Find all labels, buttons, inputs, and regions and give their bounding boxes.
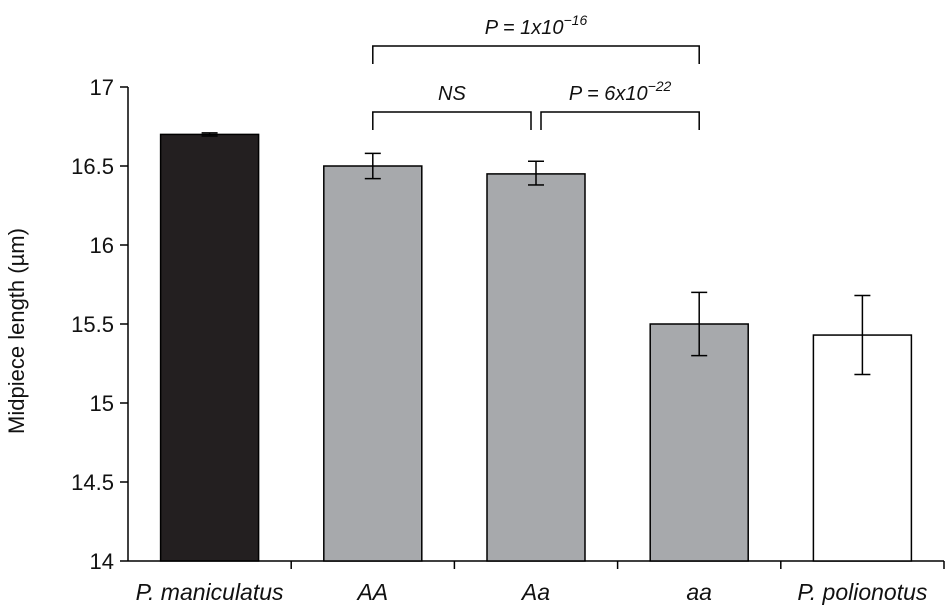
significance-annotations: NS P = 6x10−22 P = 1x10−16 [372, 12, 700, 130]
y-tick-label: 16 [90, 233, 114, 258]
bars [159, 133, 913, 562]
bracket-label: P = 1x10−16 [485, 12, 588, 39]
axes: 14 14.5 15 15.5 16 16.5 17 P. maniculatus AA Aa aa… [71, 75, 945, 605]
bar [486, 173, 586, 562]
y-tick-label: 15.5 [71, 312, 114, 337]
bar [649, 323, 749, 562]
y-tick-label: 14 [90, 549, 114, 574]
bracket-line [372, 45, 700, 64]
error-bar [528, 160, 544, 186]
x-tick-label: aa [686, 579, 712, 605]
error-bar [201, 132, 218, 137]
bracket-label: NS [438, 83, 466, 105]
error-bars [201, 132, 871, 376]
x-tick-label: P. maniculatus [136, 579, 284, 605]
bracket-label-exponent: −16 [564, 12, 588, 28]
x-tick-label: P. polionotus [797, 579, 928, 605]
error-bar [854, 294, 871, 376]
error-bar [691, 291, 708, 357]
bracket-line [372, 111, 532, 130]
bracket-line [540, 111, 700, 130]
bar [159, 133, 260, 562]
significance-bracket: NS [372, 83, 532, 130]
significance-bracket: P = 1x10−16 [372, 12, 700, 64]
y-axis-label: Midpiece length (µm) [4, 228, 29, 434]
x-tick-label: Aa [520, 579, 550, 605]
y-tick-label: 17 [90, 75, 114, 100]
y-tick-label: 15 [90, 391, 114, 416]
error-bar [364, 152, 381, 180]
x-tick-label: AA [355, 579, 388, 605]
bar [323, 165, 423, 562]
significance-bracket: P = 6x10−22 [540, 78, 700, 130]
bracket-label-exponent: −22 [648, 78, 672, 94]
bracket-label: P = 6x10−22 [569, 78, 672, 105]
y-tick-label: 14.5 [71, 470, 114, 495]
y-tick-label: 16.5 [71, 154, 114, 179]
